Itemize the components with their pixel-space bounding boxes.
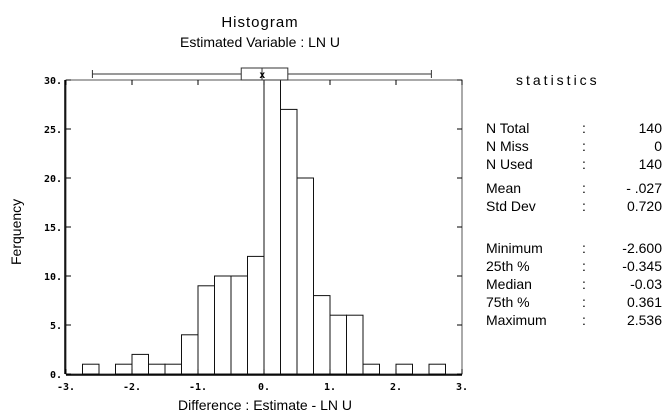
stat-value: 0.361: [626, 294, 662, 310]
chart-subtitle: Estimated Variable : LN U: [179, 34, 341, 50]
y-tick-label: 5.: [50, 321, 62, 332]
stat-value: 0: [654, 138, 662, 154]
y-tick-label: 10.: [44, 272, 62, 283]
x-tick-label: -1.: [189, 382, 207, 393]
histogram-bar: [131, 353, 149, 375]
stat-label: 75th %: [486, 294, 530, 310]
histogram-bar: [329, 314, 347, 375]
histogram-bar: [164, 363, 182, 375]
stat-row: N Miss: 0: [484, 138, 662, 156]
stat-colon: :: [582, 258, 586, 274]
stat-label: Std Dev: [486, 198, 536, 214]
histogram-bar: [346, 314, 364, 375]
stat-value: -0.03: [630, 276, 662, 292]
stat-value: -2.600: [622, 240, 662, 256]
statistics-panel: statistics N Total: 140 N Miss: 0 N Used: 140…: [484, 72, 664, 402]
stat-row: 25th %: -0.345: [484, 258, 662, 276]
x-axis-label: Difference : Estimate - LN U: [177, 397, 353, 413]
boxplot-box: [240, 67, 289, 81]
boxplot-mean-marker: x: [259, 70, 265, 81]
stat-row: Std Dev: 0.720: [484, 198, 662, 216]
x-tick-label: -3.: [57, 382, 75, 393]
x-tick-label: 3.: [456, 382, 468, 393]
stat-row: Mean: - .027: [484, 180, 662, 198]
histogram-bar: [230, 275, 248, 375]
x-tick-label: 0.: [258, 382, 270, 393]
stat-value: 0.720: [626, 198, 662, 214]
stat-value: 140: [638, 120, 662, 136]
stat-value: - .027: [626, 180, 662, 196]
stat-colon: :: [582, 156, 586, 172]
stat-label: Maximum: [486, 312, 547, 328]
y-tick-label: 30.: [44, 76, 62, 87]
stat-row: Maximum: 2.536: [484, 312, 662, 330]
stat-row: N Total: 140: [484, 120, 662, 138]
stat-colon: :: [582, 198, 586, 214]
stat-row: Minimum: -2.600: [484, 240, 662, 258]
histogram-bar: [296, 177, 314, 375]
chart-title: Histogram: [221, 14, 299, 31]
histogram-bar: [395, 363, 413, 375]
histogram-bar: [214, 275, 232, 375]
histogram-bar: [181, 334, 199, 375]
histogram-bar: [197, 285, 215, 375]
stat-colon: :: [582, 120, 586, 136]
stat-colon: :: [582, 180, 586, 196]
stat-colon: :: [582, 294, 586, 310]
stat-label: Mean: [486, 180, 522, 196]
histogram-bar: [247, 255, 265, 375]
y-tick-label: 15.: [44, 223, 62, 234]
y-tick-label: 25.: [44, 125, 62, 136]
histogram-bar: [148, 363, 166, 375]
stat-colon: :: [582, 138, 586, 154]
stat-value: 2.536: [626, 312, 662, 328]
histogram-bar: [428, 363, 446, 375]
histogram-bar: [362, 363, 380, 375]
statistics-title: statistics: [516, 72, 600, 88]
stat-row: Median: -0.03: [484, 276, 662, 294]
stat-colon: :: [582, 312, 586, 328]
x-tick-label: 1.: [324, 382, 336, 393]
x-tick-label: 2.: [390, 382, 402, 393]
stat-label: N Total: [486, 120, 530, 136]
stat-row: N Used: 140: [484, 156, 662, 174]
stat-label: Minimum: [486, 240, 543, 256]
histogram-bar: [115, 363, 133, 375]
stat-row: 75th %: 0.361: [484, 294, 662, 312]
stat-label: N Used: [486, 156, 533, 172]
stat-label: Median: [486, 276, 532, 292]
x-tick-label: -2.: [123, 382, 141, 393]
stat-value: -0.345: [622, 258, 662, 274]
stat-colon: :: [582, 240, 586, 256]
stat-label: 25th %: [486, 258, 530, 274]
y-tick-label: 0.: [50, 370, 62, 381]
y-tick-label: 20.: [44, 174, 62, 185]
stat-colon: :: [582, 276, 586, 292]
histogram-bar: [313, 295, 331, 375]
stat-label: N Miss: [486, 138, 529, 154]
histogram-bar: [82, 363, 100, 375]
histogram-bar: [263, 79, 281, 375]
histogram-bar: [280, 108, 298, 375]
stat-value: 140: [638, 156, 662, 172]
